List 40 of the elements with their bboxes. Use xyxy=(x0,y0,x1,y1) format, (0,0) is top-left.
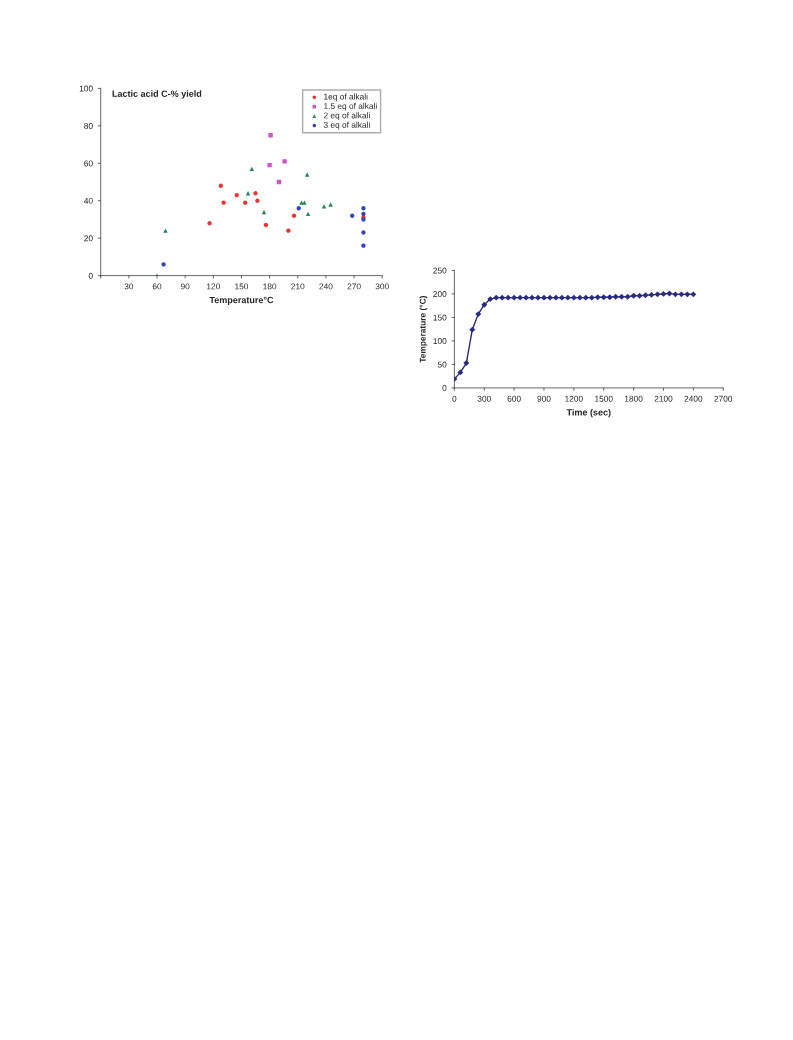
x-tick-label: 600 xyxy=(507,395,521,402)
y-tick-label: 60 xyxy=(84,160,93,167)
x-tick-label: 120 xyxy=(207,283,220,290)
legend-label: 1eq of alkali xyxy=(324,93,368,102)
y-tick-label: 250 xyxy=(433,267,447,274)
y-tick-label: 40 xyxy=(84,197,93,204)
x-tick-label: 30 xyxy=(124,283,134,290)
y-tick-label: 100 xyxy=(433,338,447,345)
y-tick-label: 150 xyxy=(433,314,447,321)
x-tick-label: 300 xyxy=(477,395,491,402)
x-tick-label: 270 xyxy=(347,283,361,290)
legend-label: 1.5 eq of alkali xyxy=(324,102,377,111)
x-tick-label: 1200 xyxy=(565,395,583,402)
legend-label: 2 eq of alkali xyxy=(323,112,370,121)
y-axis-title: Temperature (°C) xyxy=(419,296,428,363)
y-tick-label: 80 xyxy=(84,123,93,129)
y-tick-label: 0 xyxy=(442,385,447,392)
x-axis-title: Time (sec) xyxy=(566,408,611,418)
y-tick-label: 200 xyxy=(433,291,447,298)
x-tick-label: 300 xyxy=(375,283,389,290)
x-tick-label: 240 xyxy=(319,283,333,290)
x-tick-label: 90 xyxy=(180,283,190,290)
x-tick-label: 900 xyxy=(537,395,551,402)
y-tick-label: 50 xyxy=(437,361,447,368)
x-tick-label: 2100 xyxy=(654,395,673,402)
x-tick-label: 180 xyxy=(263,283,277,290)
y-tick-label: 0 xyxy=(88,272,93,279)
x-tick-label: 210 xyxy=(291,283,305,290)
x-tick-label: 2700 xyxy=(714,395,733,402)
x-tick-label: 60 xyxy=(152,283,162,290)
chart-title: Lactic acid C-% yield xyxy=(112,90,202,99)
x-tick-label: 0 xyxy=(452,395,457,402)
x-tick-label: 150 xyxy=(235,283,249,290)
legend-label: 3 eq of alkali xyxy=(323,121,370,130)
x-tick-label: 1500 xyxy=(595,395,613,402)
x-tick-label: 2400 xyxy=(684,395,703,402)
x-tick-label: 1800 xyxy=(624,395,643,402)
y-tick-label: 100 xyxy=(79,85,93,92)
y-tick-label: 20 xyxy=(84,235,93,242)
x-axis-title: Temperature°C xyxy=(209,296,274,305)
